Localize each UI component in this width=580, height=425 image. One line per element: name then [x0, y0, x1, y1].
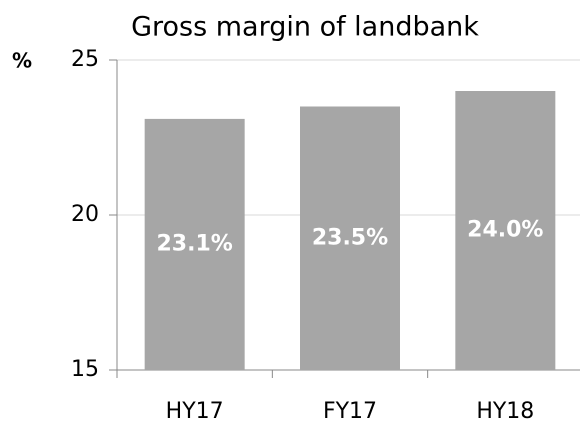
value-label: 23.1% — [157, 231, 233, 256]
x-tick-label: HY17 — [166, 399, 224, 424]
value-label: 24.0% — [467, 218, 543, 243]
value-label: 23.5% — [312, 225, 388, 250]
bar — [144, 118, 245, 371]
chart-title: Gross margin of landbank — [131, 12, 479, 43]
y-tick-label: 20 — [71, 202, 99, 227]
bar — [300, 106, 400, 370]
y-tick-label: 15 — [71, 357, 99, 382]
x-tick-label: FY17 — [323, 399, 377, 424]
x-tick-label: HY18 — [476, 399, 534, 424]
bar — [455, 91, 556, 370]
y-tick-label: 25 — [71, 47, 99, 72]
y-axis-label: % — [12, 49, 32, 73]
